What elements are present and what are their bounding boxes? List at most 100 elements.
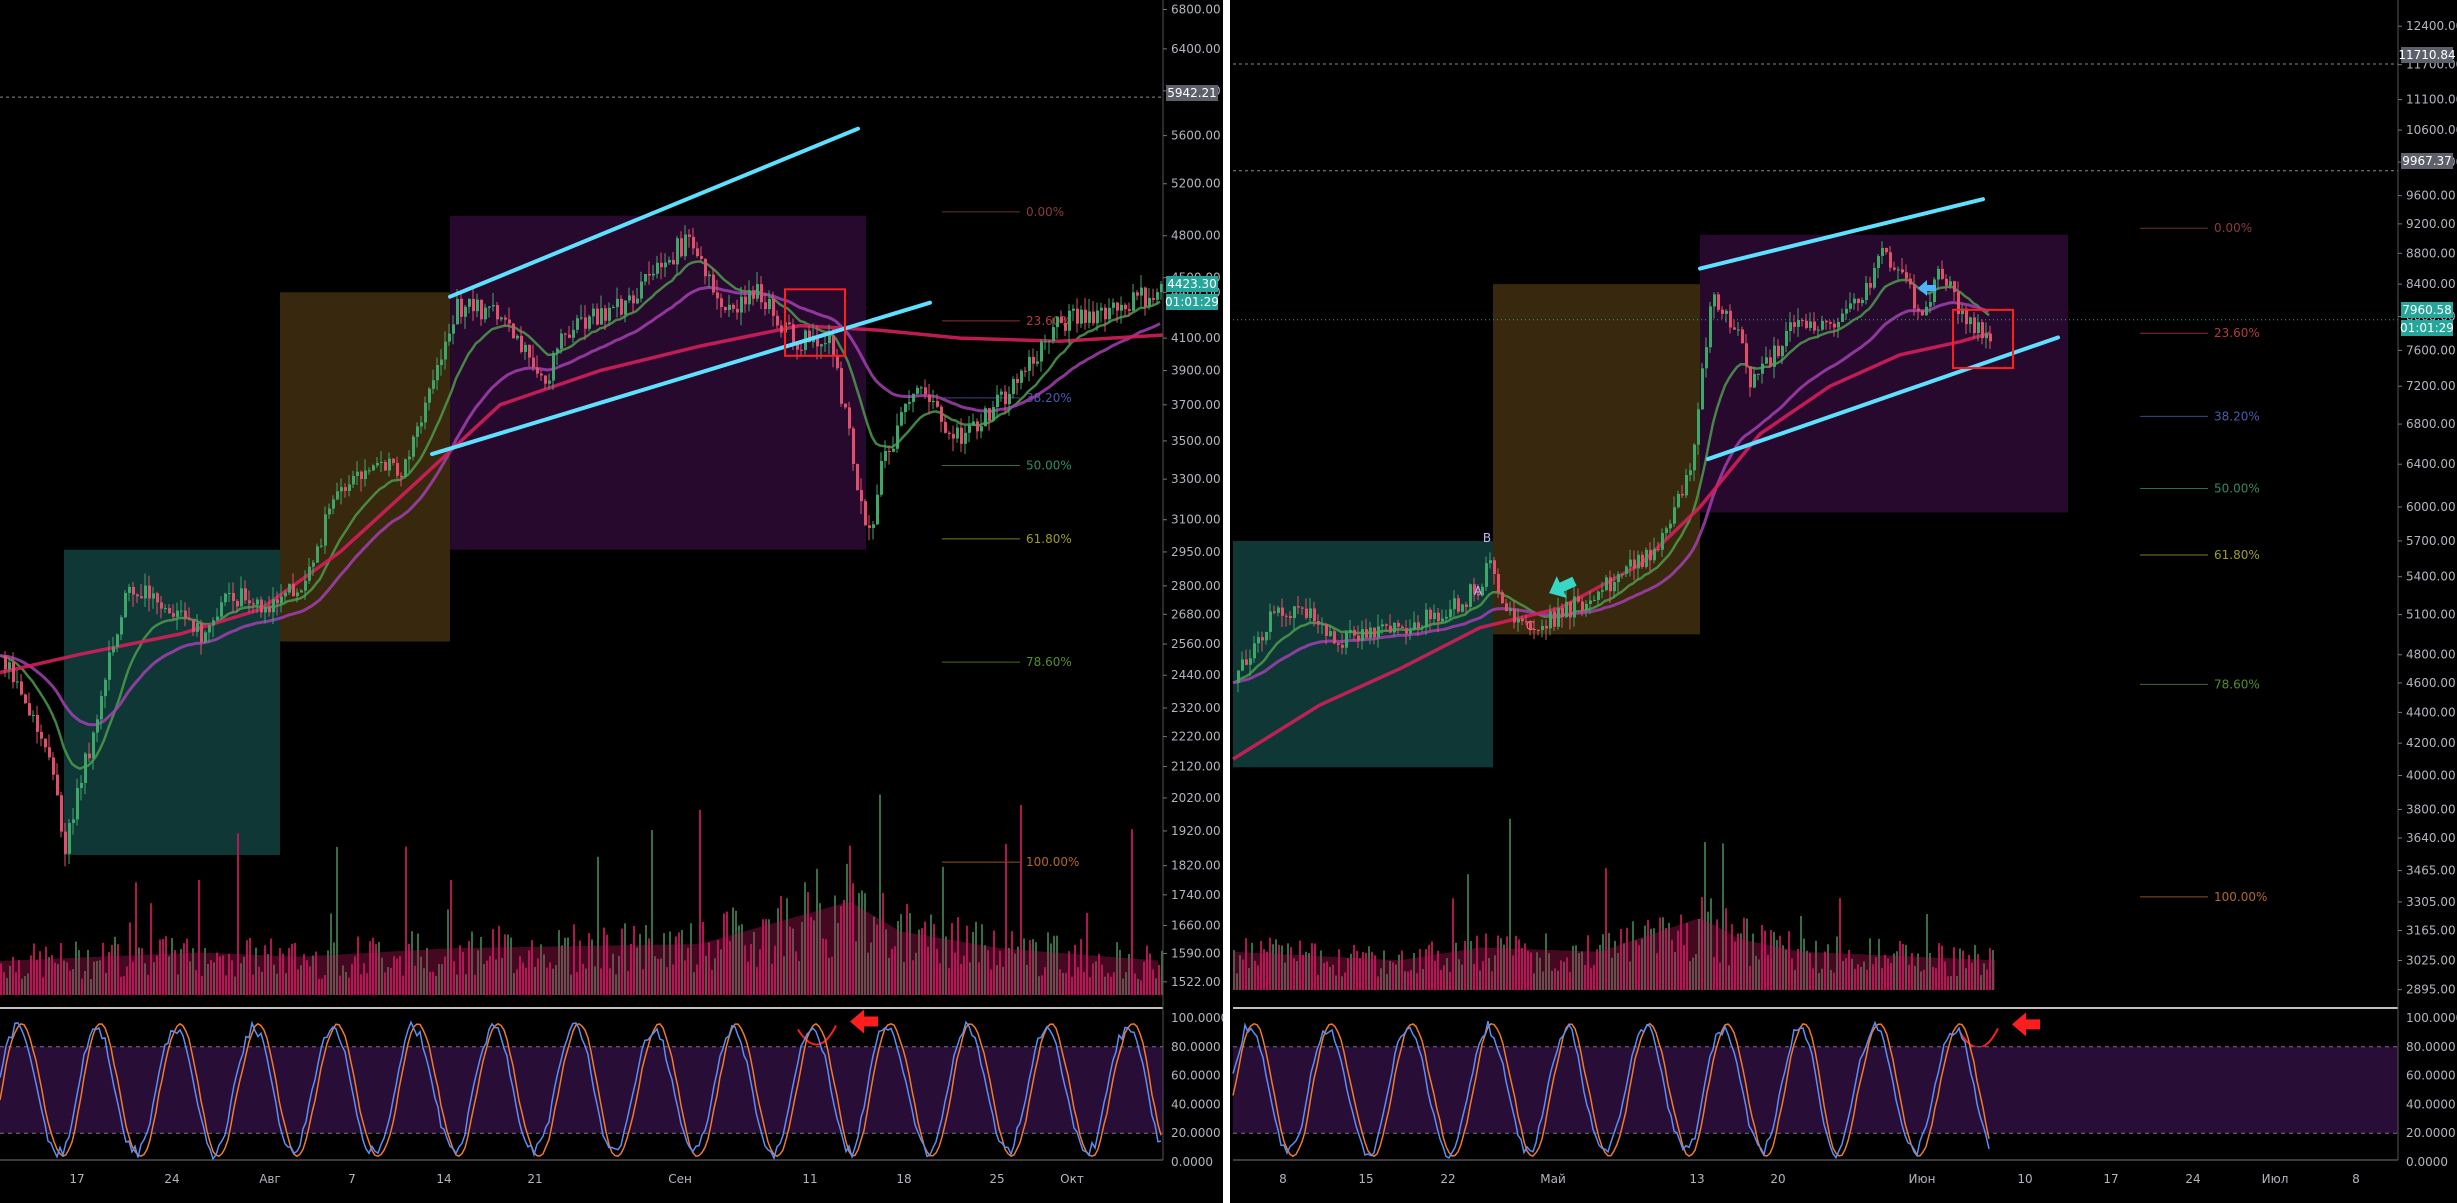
price-tick-label: 3640.00 [2406,831,2456,845]
candle-body [260,599,263,613]
volume-bar [486,960,488,995]
candle-body [1581,601,1584,611]
candle-body [68,822,71,854]
candle-body [1020,370,1023,383]
volume-bar [1308,952,1310,990]
candle-body [440,359,443,365]
ema-mid-line [0,285,1161,727]
candle-body [1889,252,1892,268]
volume-bar [1491,971,1493,990]
candle-body [552,353,555,381]
candle-body [420,422,423,427]
candle-body [496,305,499,320]
volume-bar [627,970,629,995]
volume-bar [177,974,179,995]
volume-bar [1722,843,1724,990]
volume-bar [1059,969,1061,995]
volume-bar [18,960,20,995]
candle-body [52,757,55,775]
candle-body [996,394,999,408]
candle-body [140,596,143,599]
candle-body [196,623,199,632]
candle-body [1453,598,1456,610]
volume-bar [1665,927,1667,990]
volume-bar [870,942,872,995]
blue-arrow-icon [1918,280,1936,296]
volume-bar [204,948,206,995]
channel-trendline [448,126,860,299]
candle-body [1389,625,1392,633]
fib-level-label: 38.20% [2214,409,2260,423]
candle-body [908,401,911,404]
volume-bar [225,975,227,995]
candle-body [892,448,895,452]
candle-body [988,408,991,421]
candle-body [1433,612,1436,620]
volume-bar [750,944,752,995]
volume-bar [1953,947,1955,990]
volume-bar [1920,971,1922,990]
left-time-axis[interactable]: 17 24 Авг 7 14 21 Сен 11 18 25 Окт [0,1159,1163,1186]
volume-bar [948,968,950,995]
volume-bar [1254,960,1256,990]
volume-bar [315,951,317,995]
volume-bar [447,909,449,995]
volume-bar [291,943,293,995]
volume-bar [1125,972,1127,995]
candle-body [836,355,839,369]
stochastic-curve-mark [797,1025,837,1046]
volume-bar [1620,928,1622,990]
volume-bar [1704,842,1706,990]
time-tick-label: 17 [2103,1172,2118,1186]
channel-trendline [1706,335,2060,462]
candle-body [292,583,295,597]
volume-bar [1563,961,1565,990]
candle-body [1605,577,1608,591]
volume-bar [759,949,761,995]
right-price-axis[interactable]: 100.0000 80.0000 60.0000 40.0000 20.0000 0.00… [2397,0,2457,1169]
volume-bar [1098,953,1100,995]
right-pattern-boxes [1233,234,2068,768]
right-chart-panel[interactable]: 0.00%23.60%38.20%50.00%61.80%78.60%100.0… [1232,0,2457,1186]
volume-bar [303,954,305,995]
volume-bar [1239,955,1241,990]
candle-body [1805,320,1808,328]
volume-bar [375,944,377,995]
right-time-axis[interactable]: 8 15 22 Май 13 20 Июн 10 17 24 Июл 8 [1233,1159,2398,1186]
volume-bar [1440,970,1442,990]
volume-bar [1698,919,1700,990]
volume-bar [1242,959,1244,990]
stochastic-tick-label: 0.0000 [1171,1155,1213,1169]
volume-bar [273,964,275,995]
volume-bar [840,906,842,995]
volume-bar [1503,944,1505,990]
volume-bar [957,917,959,995]
candle-body [1385,624,1388,626]
volume-bar [897,920,899,995]
candle-body [1305,608,1308,618]
volume-bar [867,952,869,995]
volume-bar [1542,971,1544,990]
price-tick-label: 3305.00 [2406,895,2456,909]
candle-body [1721,309,1724,314]
candle-body [1825,320,1828,323]
volume-bar [1872,964,1874,990]
volume-bar [975,921,977,995]
volume-bar [1467,874,1469,990]
volume-bar [903,961,905,995]
volume-bar [1272,944,1274,990]
candle-body [460,298,463,317]
price-tick-label: 2440.00 [1171,668,1221,682]
candle-body [1765,357,1768,364]
price-tick-label: 3465.00 [2406,864,2456,878]
stochastic-tick-label: 20.0000 [2406,1126,2456,1140]
volume-bar [324,974,326,995]
left-chart-panel[interactable]: 0.00%23.60%38.20%50.00%61.80%78.60%100.0… [0,0,1228,1186]
candle-body [756,284,759,299]
left-price-axis[interactable]: 100.0000 80.0000 60.0000 40.0000 20.0000 0.00… [1162,0,1228,1169]
volume-bar [1512,955,1514,990]
candle-body [408,456,411,460]
candle-body [1813,321,1816,331]
candle-body [1465,604,1468,607]
right-annotations: B A C [1233,63,2398,1049]
